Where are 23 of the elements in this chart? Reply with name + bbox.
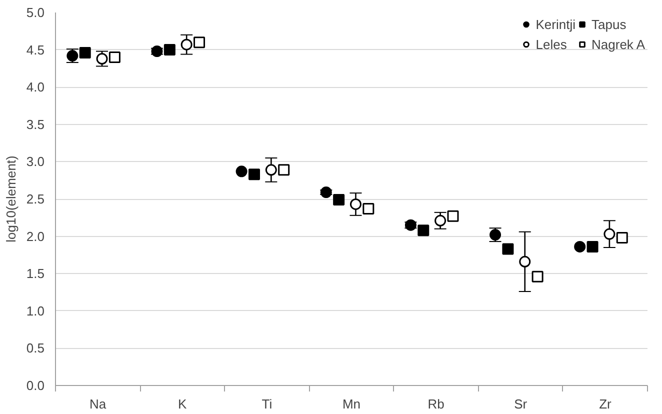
y-tick-label: 0.5 <box>26 340 45 356</box>
y-tick-label: 0.0 <box>26 378 45 393</box>
y-tick-label: 3.0 <box>26 154 45 170</box>
y-tick-label: 3.5 <box>26 116 45 132</box>
x-tick-label: Mn <box>342 396 361 412</box>
y-tick-label: 1.0 <box>26 303 45 318</box>
y-axis-title: log10(element) <box>3 156 18 242</box>
legend-label: Kerintji <box>536 16 576 32</box>
y-tick-label: 4.0 <box>26 80 45 95</box>
y-tick-label: 4.5 <box>26 42 45 58</box>
x-tick-label: Na <box>89 396 107 412</box>
x-tick-label: Zr <box>599 396 612 412</box>
y-tick-label: 2.0 <box>26 228 45 244</box>
x-tick-label: K <box>178 396 188 412</box>
y-tick-label: 2.5 <box>26 192 45 206</box>
x-tick-label: Rb <box>428 396 444 412</box>
legend-label: Nagrek A <box>592 36 645 52</box>
y-tick-label: 1.5 <box>26 266 45 282</box>
x-tick-label: Sr <box>514 396 528 412</box>
x-tick-label: Ti <box>262 396 272 412</box>
legend-label: Tapus <box>592 16 626 32</box>
legend-label: Leles <box>536 36 567 52</box>
y-tick-label: 5.0 <box>26 5 45 20</box>
